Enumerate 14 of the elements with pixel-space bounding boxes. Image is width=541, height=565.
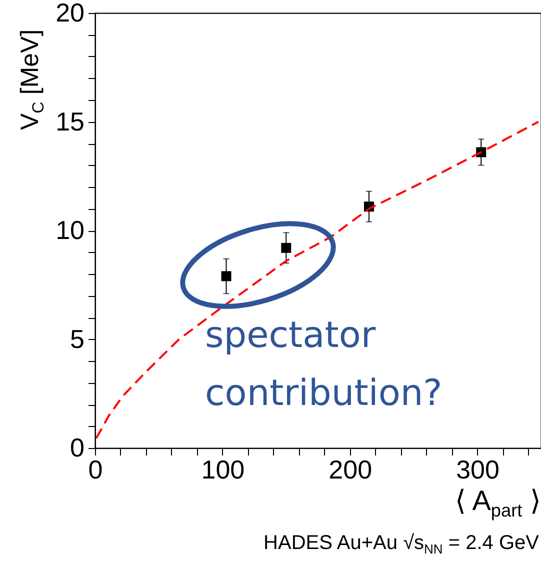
y-tick-label: 20 [56, 0, 84, 28]
y-tick-label: 0 [70, 432, 84, 462]
x-axis-title: ⟨ A$_{part}$ ⟩ [454, 485, 541, 520]
point [281, 242, 292, 253]
x-tick-label: 200 [328, 454, 372, 484]
x-tick-label: 100 [201, 454, 245, 484]
y-tick-label: 10 [56, 215, 84, 245]
x-tick-label: 300 [456, 454, 500, 484]
point [221, 271, 232, 282]
line-series [95, 120, 540, 440]
text: HADES Au+Au √s$_{NN}$ = 2.4 GeV [264, 532, 539, 557]
y-tick-label: 15 [56, 106, 84, 136]
annotation: spectator contribution? [205, 314, 444, 416]
y-tick-label: 5 [70, 324, 84, 354]
